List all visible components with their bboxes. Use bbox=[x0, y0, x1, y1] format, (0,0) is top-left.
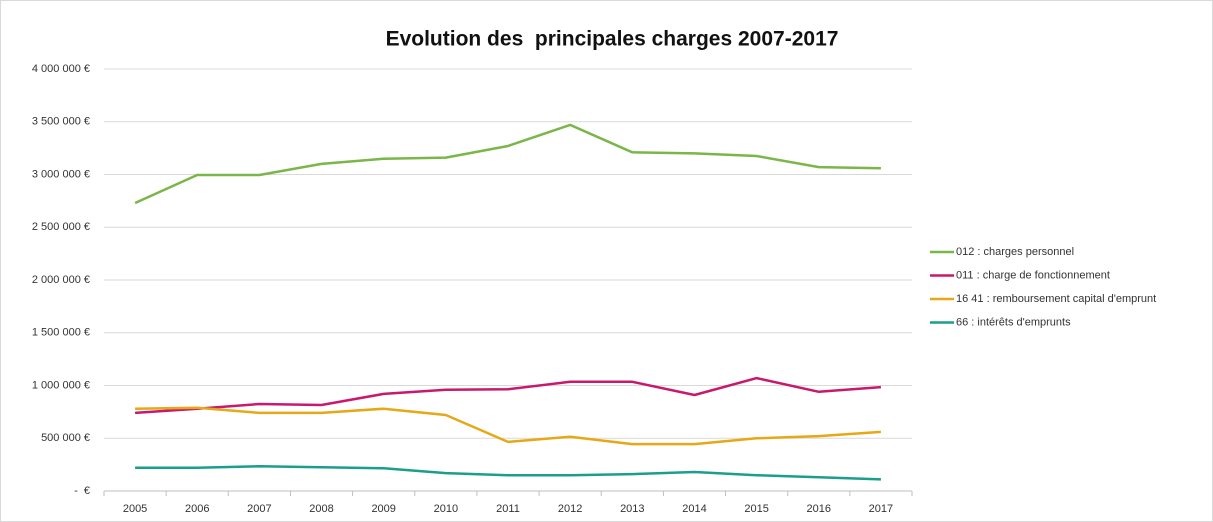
chart-title: Evolution des principales charges 2007-2… bbox=[386, 28, 839, 51]
y-tick-label: - € bbox=[74, 485, 90, 497]
y-tick-label: 1 500 000 € bbox=[32, 327, 90, 339]
legend-label: 012 : charges personnel bbox=[956, 246, 1074, 258]
y-tick-label: 2 000 000 € bbox=[32, 274, 90, 286]
x-tick-label: 2006 bbox=[185, 503, 209, 515]
x-tick-label: 2017 bbox=[869, 503, 893, 515]
x-tick-label: 2007 bbox=[247, 503, 271, 515]
x-tick-label: 2011 bbox=[496, 503, 520, 515]
legend-label: 16 41 : remboursement capital d'emprunt bbox=[956, 293, 1156, 305]
x-tick-label: 2008 bbox=[309, 503, 333, 515]
series-line bbox=[135, 376, 881, 415]
y-tick-label: 500 000 € bbox=[41, 432, 90, 444]
x-tick-label: 2009 bbox=[371, 503, 395, 515]
y-tick-label: 3 500 000 € bbox=[32, 116, 90, 128]
y-tick-label: 4 000 000 € bbox=[32, 63, 90, 75]
legend-label: 011 : charge de fonctionnement bbox=[956, 269, 1110, 281]
x-tick-label: 2014 bbox=[682, 503, 706, 515]
y-tick-label: 2 500 000 € bbox=[32, 221, 90, 233]
x-tick-label: 2015 bbox=[744, 503, 768, 515]
series-line bbox=[135, 464, 881, 481]
legend-label: 66 : intérêts d'emprunts bbox=[956, 316, 1071, 328]
y-tick-label: 3 000 000 € bbox=[32, 168, 90, 180]
series-line bbox=[135, 406, 881, 446]
x-tick-label: 2010 bbox=[434, 503, 458, 515]
x-tick-label: 2016 bbox=[807, 503, 831, 515]
x-tick-label: 2012 bbox=[558, 503, 582, 515]
series-line bbox=[134, 123, 881, 205]
x-tick-label: 2005 bbox=[123, 503, 147, 515]
x-tick-label: 2013 bbox=[620, 503, 644, 515]
y-tick-label: 1 000 000 € bbox=[32, 379, 90, 391]
